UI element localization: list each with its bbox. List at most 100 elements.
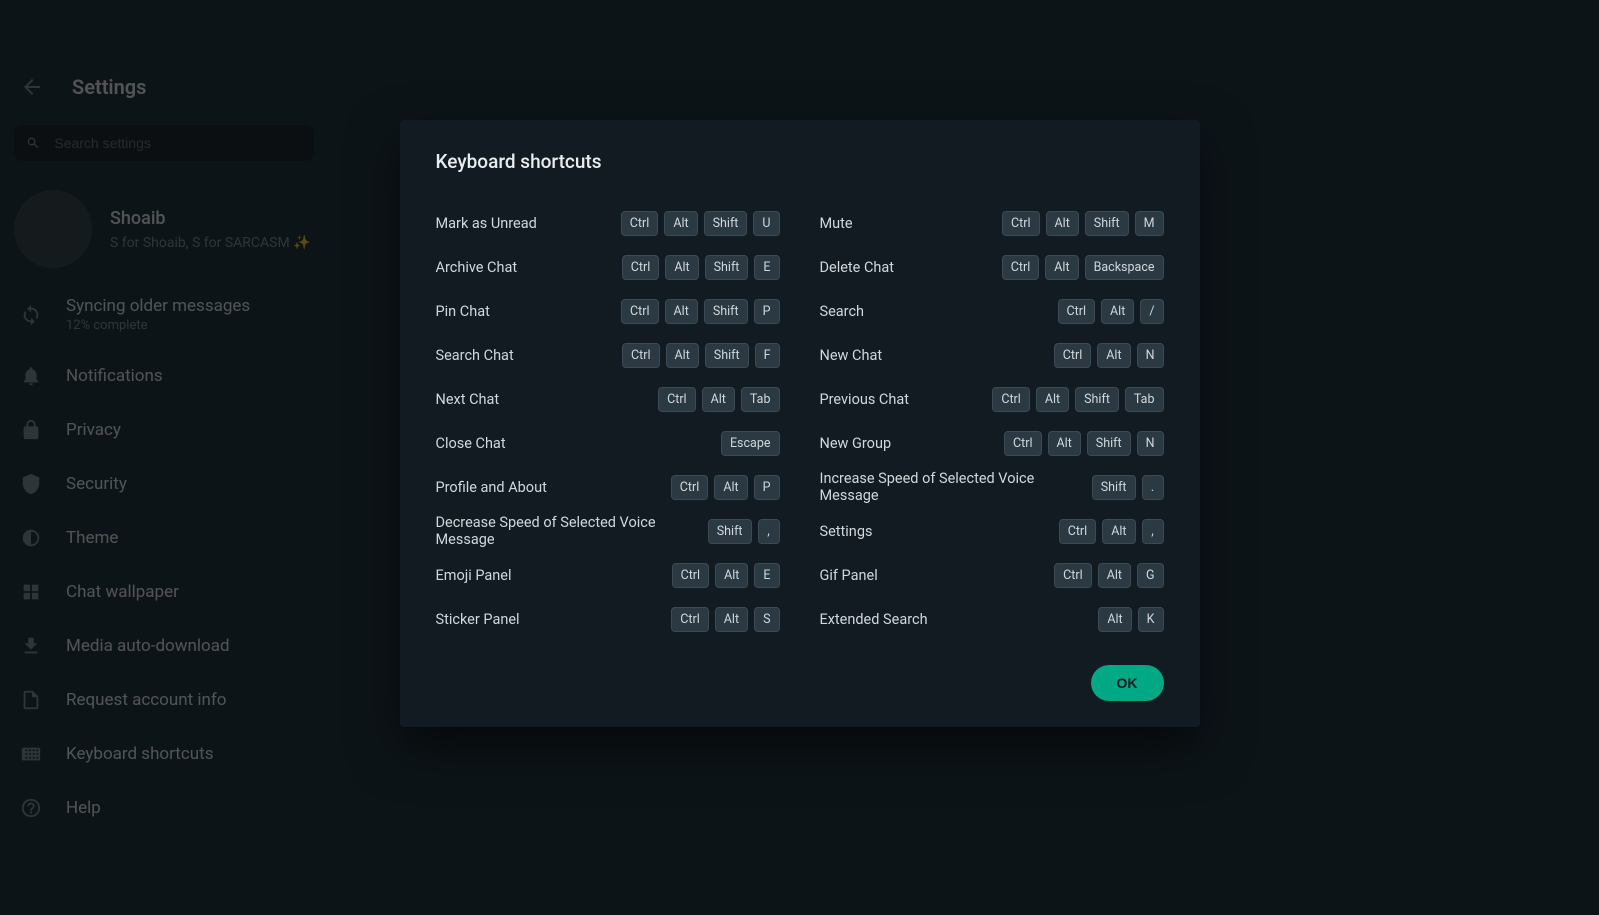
key: S — [754, 607, 779, 632]
key: N — [1137, 431, 1164, 456]
shortcut-row: Settings CtrlAlt, — [820, 509, 1164, 553]
shortcut-label: Settings — [820, 523, 873, 540]
key: E — [754, 255, 779, 280]
key: Ctrl — [1054, 343, 1092, 368]
shortcut-label: Search — [820, 303, 865, 320]
shortcut-keys: CtrlAltShiftP — [621, 299, 779, 324]
key: Ctrl — [1004, 431, 1042, 456]
shortcut-keys: Escape — [721, 431, 780, 456]
key: Ctrl — [622, 343, 660, 368]
key: Shift — [708, 519, 752, 544]
key: Ctrl — [1059, 519, 1097, 544]
shortcut-row: Emoji Panel CtrlAltE — [436, 553, 780, 597]
shortcut-row: New Chat CtrlAlt N — [820, 333, 1164, 377]
shortcut-row: Mark as UnreadCtrlAltShiftU — [436, 201, 780, 245]
key: Shift — [1092, 475, 1136, 500]
key: N — [1137, 343, 1164, 368]
key: Alt — [1102, 519, 1135, 544]
key: P — [754, 299, 780, 324]
shortcut-keys: CtrlAltG — [1054, 563, 1163, 588]
key: F — [755, 343, 780, 368]
key: , — [1142, 519, 1164, 544]
key: Ctrl — [622, 255, 660, 280]
key: Tab — [741, 387, 780, 412]
shortcut-label: Archive Chat — [436, 259, 518, 276]
key: Alt — [715, 563, 748, 588]
key: Alt — [666, 343, 699, 368]
shortcut-row: Extended SearchAltK — [820, 597, 1164, 641]
shortcut-label: Search Chat — [436, 347, 514, 364]
shortcut-label: Previous Chat — [820, 391, 909, 408]
shortcut-label: Next Chat — [436, 391, 500, 408]
key: Ctrl — [1054, 563, 1092, 588]
shortcut-label: Profile and About — [436, 479, 547, 496]
shortcut-keys: Alt K — [1098, 607, 1163, 632]
shortcut-row: Delete Chat CtrlAltBackspace — [820, 245, 1164, 289]
shortcut-row: Sticker Panel CtrlAltS — [436, 597, 780, 641]
shortcut-row: New GroupCtrlAltShiftN — [820, 421, 1164, 465]
shortcut-label: Mute — [820, 215, 853, 232]
shortcut-keys: Shift. — [1092, 475, 1164, 500]
shortcut-row: Profile and About CtrlAltP — [436, 465, 780, 509]
key: / — [1140, 299, 1163, 324]
shortcut-row: Decrease Speed of Selected Voice Message… — [436, 509, 780, 553]
shortcut-keys: CtrlAltTab — [658, 387, 779, 412]
key: Alt — [715, 607, 748, 632]
key: Alt — [1098, 563, 1131, 588]
key: Escape — [721, 431, 780, 456]
shortcut-row: Search Chat CtrlAltShiftF — [436, 333, 780, 377]
key: Alt — [1098, 607, 1131, 632]
key: , — [758, 519, 780, 544]
shortcut-keys: CtrlAltShiftTab — [992, 387, 1163, 412]
shortcut-row: Increase Speed of Selected Voice Message… — [820, 465, 1164, 509]
shortcut-keys: CtrlAltP — [671, 475, 780, 500]
shortcut-keys: CtrlAltE — [672, 563, 780, 588]
shortcut-keys: CtrlAltS — [671, 607, 779, 632]
modal-overlay: Keyboard shortcuts Mark as UnreadCtrlAlt… — [0, 0, 1599, 915]
shortcut-label: New Chat — [820, 347, 883, 364]
key: U — [753, 211, 779, 236]
key: Shift — [1087, 431, 1131, 456]
shortcut-label: Pin Chat — [436, 303, 490, 320]
key: M — [1135, 211, 1164, 236]
shortcut-keys: CtrlAlt/ — [1058, 299, 1164, 324]
key: Alt — [1097, 343, 1130, 368]
key: Shift — [705, 255, 749, 280]
shortcut-label: Delete Chat — [820, 259, 895, 276]
key: Backspace — [1085, 255, 1164, 280]
key: K — [1138, 607, 1164, 632]
shortcut-keys: CtrlAltShiftF — [622, 343, 780, 368]
modal-title: Keyboard shortcuts — [436, 150, 1164, 173]
shortcut-row: Archive Chat CtrlAlt ShiftE — [436, 245, 780, 289]
shortcut-label: Gif Panel — [820, 567, 878, 584]
shortcut-label: Sticker Panel — [436, 611, 520, 628]
key: Shift — [1085, 211, 1129, 236]
key: Shift — [1075, 387, 1119, 412]
modal-actions: OK — [436, 665, 1164, 701]
shortcut-label: Mark as Unread — [436, 215, 537, 232]
key: Alt — [1101, 299, 1134, 324]
key: Ctrl — [1058, 299, 1096, 324]
key: Shift — [704, 211, 748, 236]
ok-button[interactable]: OK — [1091, 665, 1164, 701]
key: Ctrl — [671, 607, 709, 632]
shortcut-row: Search CtrlAlt/ — [820, 289, 1164, 333]
shortcut-keys: CtrlAltBackspace — [1002, 255, 1164, 280]
shortcut-keys: CtrlAltShiftM — [1002, 211, 1164, 236]
key: Alt — [714, 475, 747, 500]
key: Alt — [1048, 431, 1081, 456]
keyboard-shortcuts-modal: Keyboard shortcuts Mark as UnreadCtrlAlt… — [400, 120, 1200, 727]
key: Ctrl — [672, 563, 710, 588]
key: Ctrl — [992, 387, 1030, 412]
key: Ctrl — [1002, 211, 1040, 236]
key: Ctrl — [671, 475, 709, 500]
key: Shift — [705, 343, 749, 368]
key: Alt — [1046, 211, 1079, 236]
key: Ctrl — [1002, 255, 1040, 280]
shortcut-row: Pin Chat CtrlAltShiftP — [436, 289, 780, 333]
shortcut-row: Mute CtrlAltShiftM — [820, 201, 1164, 245]
key: Alt — [665, 255, 698, 280]
shortcut-label: Emoji Panel — [436, 567, 512, 584]
shortcut-keys: CtrlAlt, — [1059, 519, 1164, 544]
key: Ctrl — [621, 299, 659, 324]
